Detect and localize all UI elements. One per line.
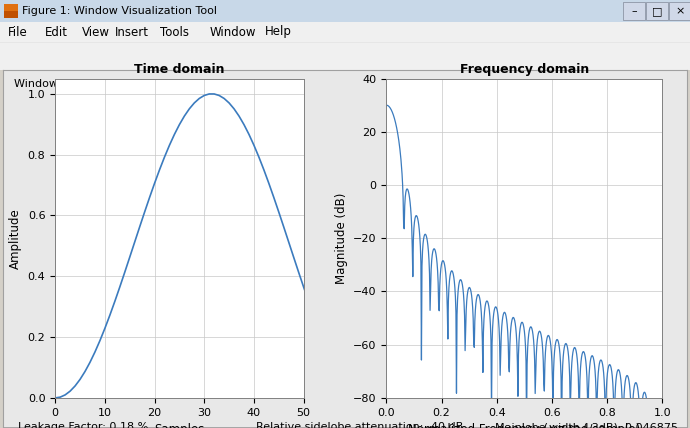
Bar [646, 2, 668, 20]
Text: □: □ [652, 6, 662, 16]
Text: Window Viewer: Window Viewer [14, 79, 99, 89]
Y-axis label: Amplitude: Amplitude [9, 208, 22, 269]
Text: File: File [8, 26, 28, 39]
Text: Insert: Insert [115, 26, 149, 39]
Bar [4, 4, 18, 18]
Text: Leakage Factor: 0.18 %: Leakage Factor: 0.18 % [19, 422, 148, 428]
Text: Mainlobe width (-3dB): 0.046875: Mainlobe width (-3dB): 0.046875 [495, 422, 678, 428]
Text: Help: Help [265, 26, 292, 39]
X-axis label: Normalized Frequency (×π rad/sample): Normalized Frequency (×π rad/sample) [408, 423, 640, 428]
Text: –: – [631, 6, 637, 16]
Text: Relative sidelobe attenuation: -40 dB: Relative sidelobe attenuation: -40 dB [256, 422, 464, 428]
Text: ×: × [676, 6, 684, 16]
Title: Frequency domain: Frequency domain [460, 63, 589, 76]
Bar [4, 11, 18, 18]
Text: Window: Window [210, 26, 257, 39]
Y-axis label: Magnitude (dB): Magnitude (dB) [335, 193, 348, 284]
Text: Edit: Edit [45, 26, 68, 39]
X-axis label: Samples: Samples [154, 423, 205, 428]
Bar [623, 2, 645, 20]
Text: Tools: Tools [160, 26, 189, 39]
Bar [669, 2, 690, 20]
Text: View: View [82, 26, 110, 39]
Text: Figure 1: Window Visualization Tool: Figure 1: Window Visualization Tool [22, 6, 217, 16]
Title: Time domain: Time domain [134, 63, 225, 76]
